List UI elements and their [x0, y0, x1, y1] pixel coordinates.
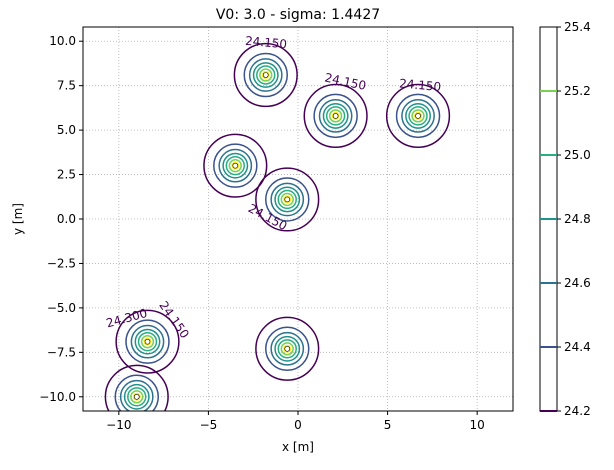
source-point	[232, 162, 239, 169]
contour-line	[401, 99, 435, 133]
contour-line	[231, 161, 240, 170]
contour-line	[280, 192, 294, 207]
contour-line	[104, 364, 169, 411]
contour-line	[127, 387, 147, 407]
chart-title: V0: 3.0 - sigma: 1.4427	[216, 7, 380, 23]
colorbar-tick-label: 25.4	[564, 20, 591, 34]
contour-line	[225, 155, 246, 176]
x-tick-label: −5	[200, 418, 218, 432]
y-tick-label: 7.5	[57, 79, 76, 93]
contour-line	[115, 309, 180, 374]
contour-line	[270, 331, 305, 366]
contour-line	[248, 58, 283, 92]
contour-line	[283, 344, 292, 353]
contour-line	[213, 143, 258, 188]
y-tick-label: 2.5	[57, 168, 76, 182]
x-tick-label: −10	[106, 418, 131, 432]
contour-line	[228, 159, 242, 173]
contour-line	[259, 68, 273, 82]
source-point	[332, 113, 339, 119]
y-tick-label: −5.0	[47, 301, 76, 315]
y-tick-label: −10.0	[39, 390, 76, 404]
contour-line	[130, 324, 165, 359]
contour-line	[140, 335, 155, 349]
x-tick-label: 0	[294, 418, 302, 432]
contour-line	[119, 379, 154, 411]
contour-label: 24.150	[323, 71, 367, 93]
contour-line	[303, 83, 368, 148]
contour-line	[385, 83, 451, 148]
contour-line	[255, 167, 320, 232]
colorbar-tick-label: 24.6	[564, 276, 591, 290]
contour-line	[265, 326, 310, 372]
contour-label: 24.150	[399, 76, 442, 94]
source-point	[415, 113, 421, 119]
contour-line	[274, 335, 301, 362]
colorbar-tick-label: 24.4	[564, 340, 591, 354]
contour-line	[280, 342, 294, 356]
contour-line	[277, 339, 297, 359]
x-tick-label: 10	[470, 418, 485, 432]
source-point	[284, 196, 291, 203]
y-tick-label: 0.0	[57, 212, 76, 226]
y-tick-label: 5.0	[57, 123, 76, 137]
contour-line	[274, 186, 301, 213]
contour-line	[395, 93, 441, 139]
contour-label: 24.150	[245, 34, 288, 52]
colorbar-tick-label: 25.2	[564, 84, 591, 98]
contour-line	[218, 148, 253, 183]
x-tick-label: 5	[384, 418, 392, 432]
contour-line	[134, 328, 161, 355]
contour-line	[143, 337, 152, 346]
contour-line	[203, 133, 268, 198]
contour-line	[405, 102, 431, 129]
contour-line	[414, 111, 423, 120]
contour-line	[331, 111, 340, 120]
contour-line	[125, 319, 170, 364]
contour-line	[325, 106, 346, 126]
contour-line	[255, 316, 320, 381]
contour-line	[123, 383, 150, 410]
x-axis-label: x [m]	[282, 440, 314, 454]
contour-line	[277, 189, 297, 210]
contour-line	[265, 177, 310, 222]
colorbar-tick-label: 24.8	[564, 212, 591, 226]
contour-line	[313, 93, 358, 139]
contour-line	[132, 392, 141, 401]
y-axis-label: y [m]	[11, 203, 25, 235]
contour-line	[233, 42, 298, 108]
contour-line	[270, 182, 305, 217]
colorbar-tick-label: 25.0	[564, 148, 591, 162]
source-point	[262, 72, 269, 78]
contour-line	[130, 390, 144, 404]
contour-line	[283, 195, 292, 204]
source-point	[133, 393, 140, 400]
contour-line	[137, 331, 158, 352]
contour-line	[114, 374, 159, 411]
y-tick-label: −2.5	[47, 256, 76, 270]
source-point	[144, 338, 151, 345]
contour-group	[104, 42, 451, 411]
contour-line	[328, 109, 343, 123]
contour-line	[252, 62, 279, 88]
contour-label: 24.150	[246, 201, 290, 233]
contour-line	[408, 106, 428, 126]
contour-line	[318, 99, 353, 133]
y-tick-label: 10.0	[49, 34, 76, 48]
colorbar-tick-label: 24.2	[564, 404, 591, 418]
contour-line	[322, 102, 349, 129]
y-tick-label: −7.5	[47, 345, 76, 359]
contour-line	[411, 109, 425, 123]
contour-line	[261, 71, 270, 79]
contour-line	[256, 65, 276, 85]
source-point	[284, 345, 291, 352]
contour-line	[222, 152, 249, 179]
contour-line	[243, 52, 288, 98]
